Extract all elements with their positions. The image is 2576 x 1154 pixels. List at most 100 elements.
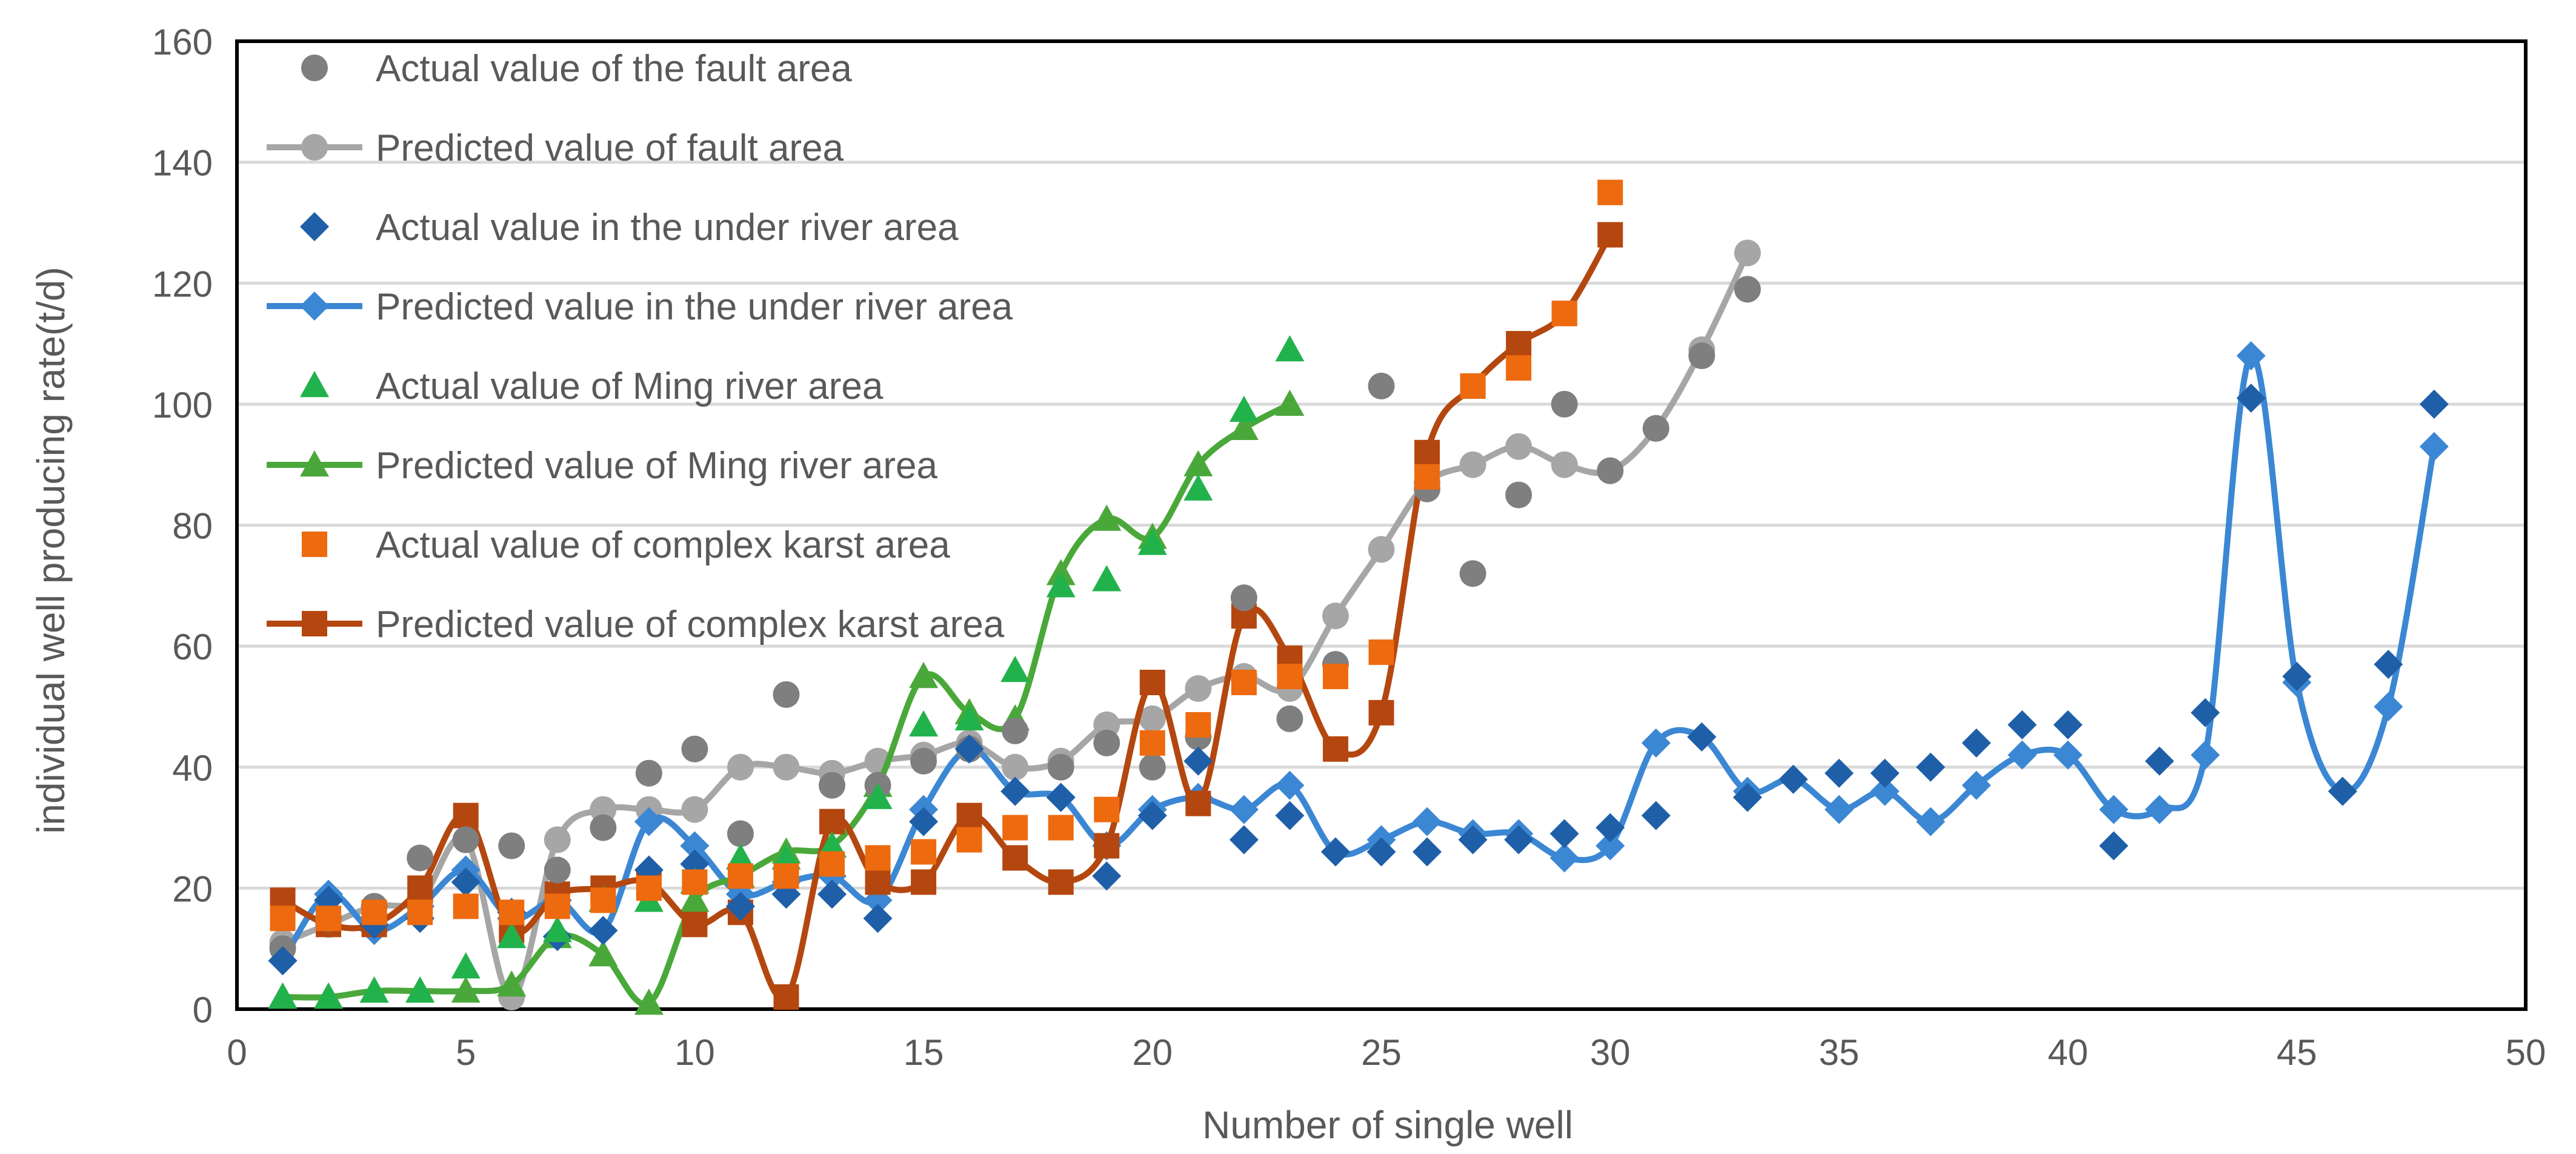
data-point — [1597, 457, 1624, 484]
data-point — [2328, 776, 2357, 806]
data-point — [1139, 753, 1166, 781]
data-point — [1688, 342, 1716, 370]
x-tick-label: 5 — [456, 1032, 476, 1073]
legend-item: Actual value of complex karst area — [302, 524, 950, 566]
data-point — [590, 887, 616, 913]
data-point — [2419, 389, 2449, 419]
data-point — [725, 843, 755, 870]
data-point — [2282, 662, 2312, 692]
data-point — [911, 869, 937, 895]
data-point — [1732, 782, 1762, 812]
data-point — [590, 814, 617, 841]
data-point — [680, 886, 710, 912]
data-point — [1229, 795, 1259, 824]
data-point — [1368, 536, 1395, 563]
data-point — [268, 946, 298, 976]
data-point — [2236, 341, 2266, 371]
data-point — [1506, 355, 1532, 381]
axis-layer: 0 20 40 60 80 100 120 140 160 0 5 10 15 20 25 30 35 40 45 5… — [152, 22, 2546, 1073]
x-tick-label: 35 — [1819, 1032, 1860, 1073]
data-point — [725, 892, 755, 921]
data-point — [1551, 301, 1577, 327]
data-point — [407, 899, 433, 926]
data-point — [1139, 705, 1166, 732]
data-point — [1366, 837, 1396, 867]
x-tick-label: 20 — [1132, 1032, 1173, 1073]
x-tick-label: 30 — [1590, 1032, 1631, 1073]
data-point — [1413, 807, 1442, 836]
data-point — [451, 867, 481, 897]
data-point — [1185, 712, 1211, 738]
data-point — [1047, 753, 1074, 781]
data-point — [819, 809, 845, 835]
data-point — [1413, 837, 1442, 867]
data-point — [2145, 795, 2174, 824]
data-point — [316, 906, 342, 932]
data-point — [910, 747, 937, 775]
data-point — [1549, 843, 1579, 873]
data-point — [1093, 729, 1120, 756]
data-point — [682, 912, 708, 938]
data-point — [2008, 740, 2037, 770]
data-point — [956, 827, 982, 853]
data-point — [1000, 656, 1030, 682]
data-point — [2053, 740, 2083, 770]
series-layer — [268, 179, 2449, 1015]
data-point — [1322, 736, 1348, 762]
data-point — [361, 899, 387, 926]
data-point — [452, 826, 479, 853]
x-axis-title: Number of single well — [1202, 1103, 1573, 1147]
data-point — [1322, 664, 1348, 690]
data-point — [954, 734, 984, 764]
data-point — [1915, 752, 1945, 782]
legend-label: Actual value in the under river area — [376, 207, 959, 248]
data-point — [1414, 464, 1440, 490]
data-point — [1229, 413, 1259, 440]
legend: Actual value of the fault area Predicted … — [267, 48, 1013, 645]
data-point — [1046, 782, 1076, 812]
data-point — [451, 976, 481, 1003]
data-point — [1551, 390, 1578, 418]
data-point — [1275, 335, 1305, 362]
x-tick-label: 40 — [2048, 1032, 2088, 1073]
data-point — [681, 796, 708, 823]
data-point — [1230, 584, 1257, 612]
legend-label: Predicted value of Ming river area — [376, 445, 938, 487]
data-point — [1094, 833, 1120, 859]
data-point — [544, 893, 570, 919]
data-point — [1505, 481, 1533, 509]
data-point — [1183, 474, 1213, 501]
data-point — [634, 807, 664, 836]
data-point — [680, 831, 710, 861]
data-point — [1414, 439, 1440, 465]
data-point — [1002, 845, 1028, 871]
data-point — [909, 710, 939, 737]
data-point — [773, 681, 800, 708]
data-point — [2236, 383, 2266, 413]
data-point — [2374, 692, 2403, 721]
data-point — [1642, 415, 1669, 442]
data-point — [1551, 451, 1578, 478]
data-point — [2053, 710, 2083, 739]
data-point — [1276, 705, 1303, 732]
legend-label: Predicted value of complex karst area — [376, 604, 1005, 645]
data-point — [1779, 764, 1808, 794]
data-point — [636, 875, 662, 901]
data-point — [1458, 825, 1488, 855]
legend-label: Actual value of complex karst area — [376, 524, 950, 566]
data-point — [1641, 801, 1671, 830]
data-point — [2099, 795, 2129, 824]
data-point — [817, 831, 847, 858]
data-point — [1505, 433, 1533, 460]
data-point — [819, 851, 845, 877]
legend-marker — [300, 450, 329, 477]
data-point — [1915, 807, 1945, 836]
data-point — [1046, 571, 1076, 598]
data-point — [1368, 372, 1395, 399]
legend-label: Predicted value in the under river area — [376, 286, 1013, 328]
data-point — [1231, 670, 1257, 696]
data-point — [1734, 276, 1761, 303]
series-4 — [268, 335, 1305, 1009]
data-point — [1824, 795, 1854, 824]
